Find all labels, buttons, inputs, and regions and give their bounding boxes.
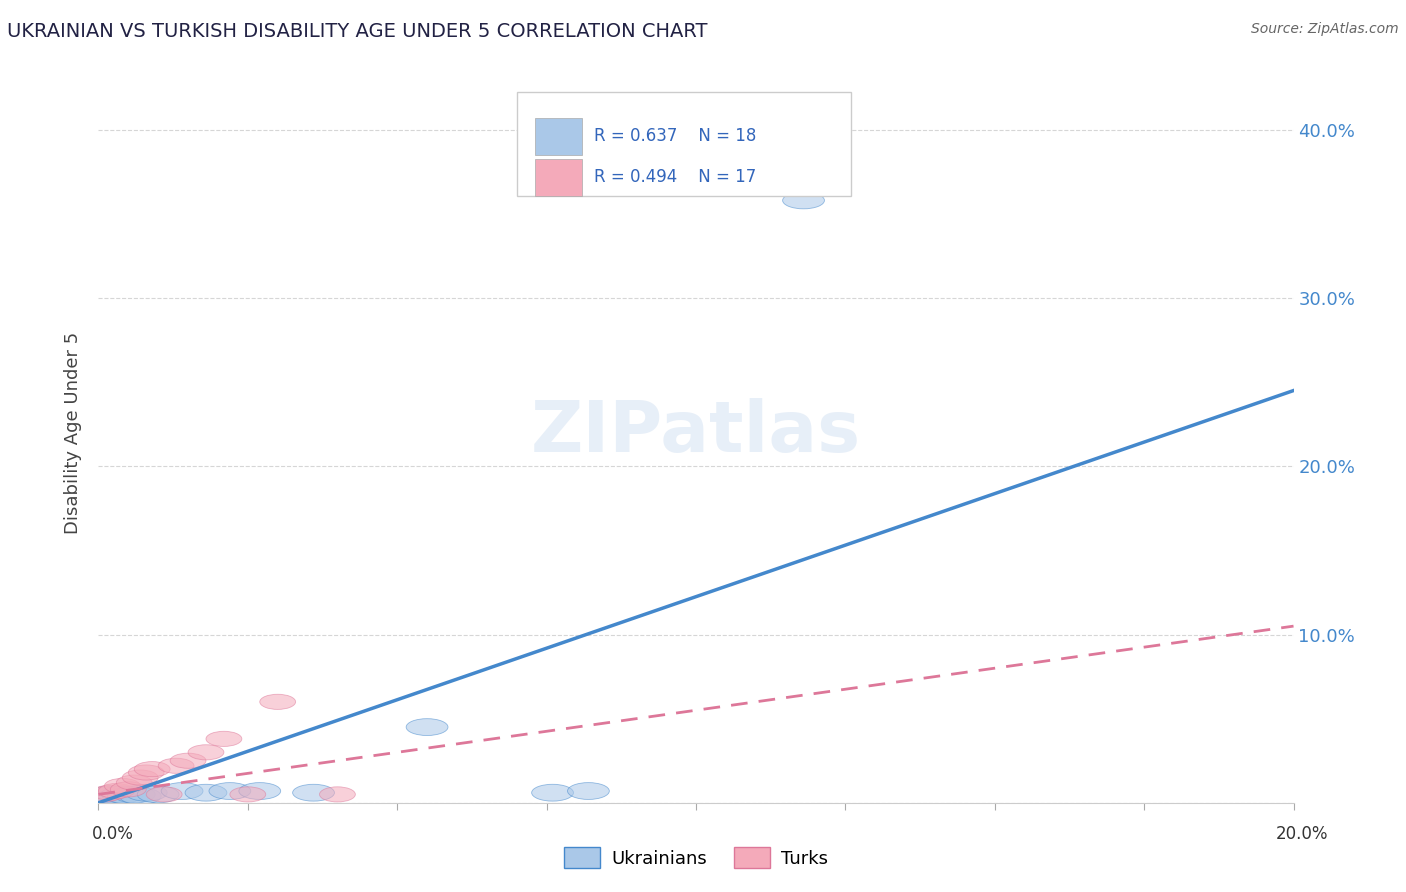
Ellipse shape (319, 787, 356, 802)
Ellipse shape (135, 762, 170, 777)
Ellipse shape (120, 788, 162, 805)
Ellipse shape (110, 781, 146, 797)
Text: R = 0.494    N = 17: R = 0.494 N = 17 (595, 169, 756, 186)
Ellipse shape (98, 783, 135, 798)
Ellipse shape (260, 694, 295, 709)
Ellipse shape (207, 731, 242, 747)
FancyBboxPatch shape (534, 159, 582, 195)
Ellipse shape (186, 784, 226, 801)
Text: 20.0%: 20.0% (1277, 825, 1329, 843)
Ellipse shape (125, 784, 167, 801)
Ellipse shape (783, 192, 824, 209)
Ellipse shape (292, 784, 335, 801)
Ellipse shape (568, 782, 609, 799)
Ellipse shape (162, 782, 202, 799)
Ellipse shape (93, 785, 128, 800)
Text: Source: ZipAtlas.com: Source: ZipAtlas.com (1251, 22, 1399, 37)
Ellipse shape (122, 770, 159, 785)
Ellipse shape (406, 719, 449, 736)
Text: 0.0%: 0.0% (91, 825, 134, 843)
Ellipse shape (128, 765, 165, 780)
Y-axis label: Disability Age Under 5: Disability Age Under 5 (65, 332, 83, 533)
Ellipse shape (104, 779, 141, 794)
Ellipse shape (170, 753, 207, 768)
Ellipse shape (87, 787, 122, 802)
Ellipse shape (117, 775, 152, 790)
Text: R = 0.637    N = 18: R = 0.637 N = 18 (595, 128, 756, 145)
Ellipse shape (101, 786, 143, 803)
Ellipse shape (138, 786, 179, 803)
Ellipse shape (96, 789, 138, 806)
Ellipse shape (531, 784, 574, 801)
Ellipse shape (209, 782, 250, 799)
Ellipse shape (114, 786, 155, 803)
Ellipse shape (90, 786, 131, 803)
Text: ZIPatlas: ZIPatlas (531, 398, 860, 467)
Ellipse shape (239, 782, 281, 799)
FancyBboxPatch shape (517, 92, 852, 195)
Legend: Ukrainians, Turks: Ukrainians, Turks (557, 840, 835, 875)
Ellipse shape (159, 758, 194, 773)
Ellipse shape (107, 788, 149, 805)
Ellipse shape (188, 745, 224, 760)
Ellipse shape (231, 787, 266, 802)
FancyBboxPatch shape (534, 118, 582, 155)
Text: UKRAINIAN VS TURKISH DISABILITY AGE UNDER 5 CORRELATION CHART: UKRAINIAN VS TURKISH DISABILITY AGE UNDE… (7, 22, 707, 41)
Ellipse shape (83, 788, 125, 805)
Ellipse shape (146, 787, 183, 802)
